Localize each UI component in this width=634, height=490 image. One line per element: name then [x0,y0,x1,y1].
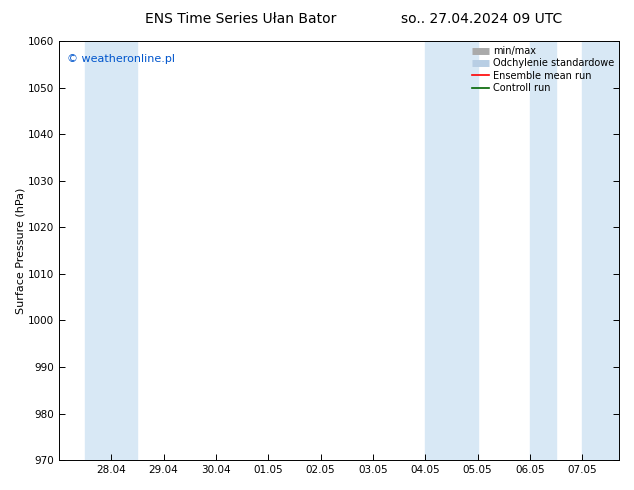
Text: so.. 27.04.2024 09 UTC: so.. 27.04.2024 09 UTC [401,12,562,26]
Legend: min/max, Odchylenie standardowe, Ensemble mean run, Controll run: min/max, Odchylenie standardowe, Ensembl… [469,43,617,96]
Bar [530,41,556,460]
Bar [583,41,634,460]
Bar [425,41,477,460]
Text: © weatheronline.pl: © weatheronline.pl [67,53,175,64]
Bar [85,41,138,460]
Text: ENS Time Series Ułan Bator: ENS Time Series Ułan Bator [145,12,337,26]
Y-axis label: Surface Pressure (hPa): Surface Pressure (hPa) [15,187,25,314]
